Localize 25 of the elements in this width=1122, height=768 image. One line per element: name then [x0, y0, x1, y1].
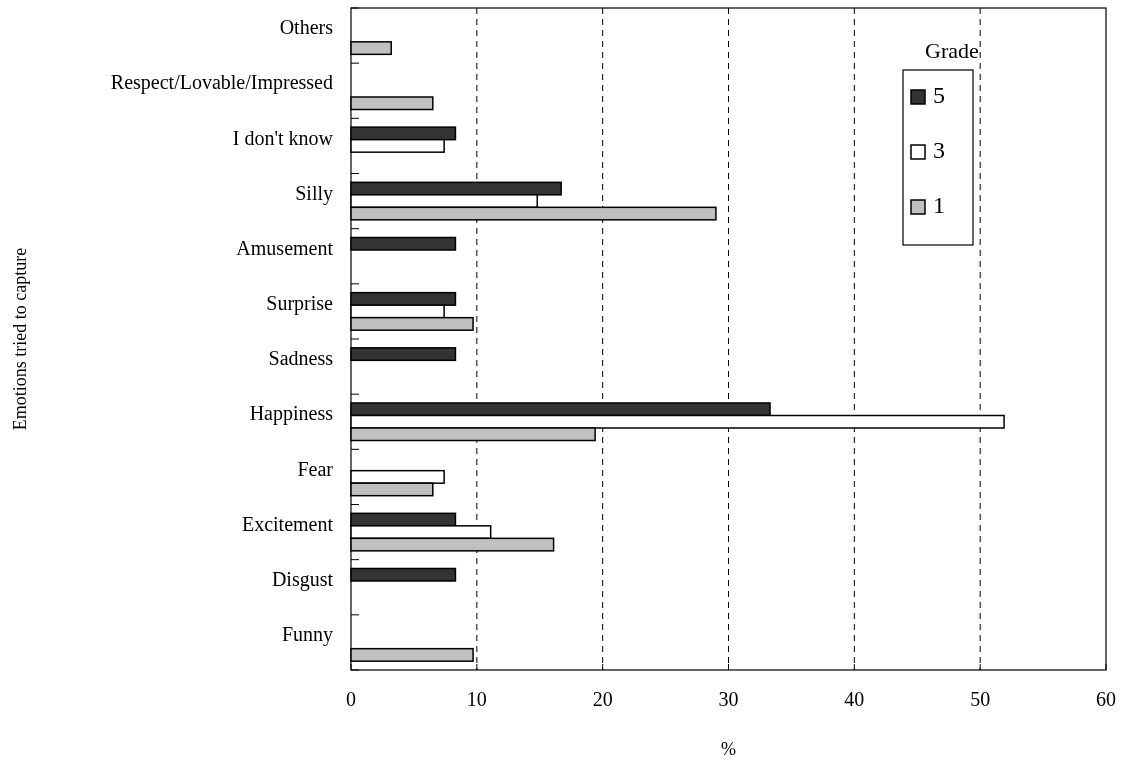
x-tick-label: 50: [970, 688, 991, 710]
x-tick-label: 10: [466, 688, 487, 710]
x-tick-label: 20: [592, 688, 613, 710]
x-tick-label: 40: [844, 688, 865, 710]
x-tick-label: 60: [1096, 688, 1116, 710]
y-axis-title: Emotions tried to capture: [10, 247, 30, 431]
y-tick-label: Funny: [281, 623, 333, 647]
x-axis-title: %: [721, 739, 736, 759]
y-tick-label: Fear: [297, 457, 334, 480]
y-tick-label: Excitement: [241, 512, 334, 535]
y-tick-label: Amusement: [236, 236, 334, 259]
y-tick-label: Surprise: [266, 292, 334, 316]
y-tick-label: I don't know: [232, 126, 334, 149]
legend-label: 5: [933, 81, 945, 108]
y-tick-label: Respect/Lovable/Impressed: [110, 71, 333, 95]
y-tick-label: Happiness: [249, 402, 334, 426]
x-tick-label: 0: [346, 688, 356, 710]
legend-title: Grade: [925, 38, 979, 63]
y-tick-label: Silly: [295, 181, 333, 205]
legend-label: 3: [933, 136, 945, 163]
y-tick-label: Sadness: [268, 347, 334, 370]
y-tick-label: Others: [279, 16, 334, 39]
y-tick-label: Disgust: [271, 567, 334, 591]
legend-label: 1: [933, 191, 945, 218]
x-tick-label: 30: [718, 688, 739, 710]
